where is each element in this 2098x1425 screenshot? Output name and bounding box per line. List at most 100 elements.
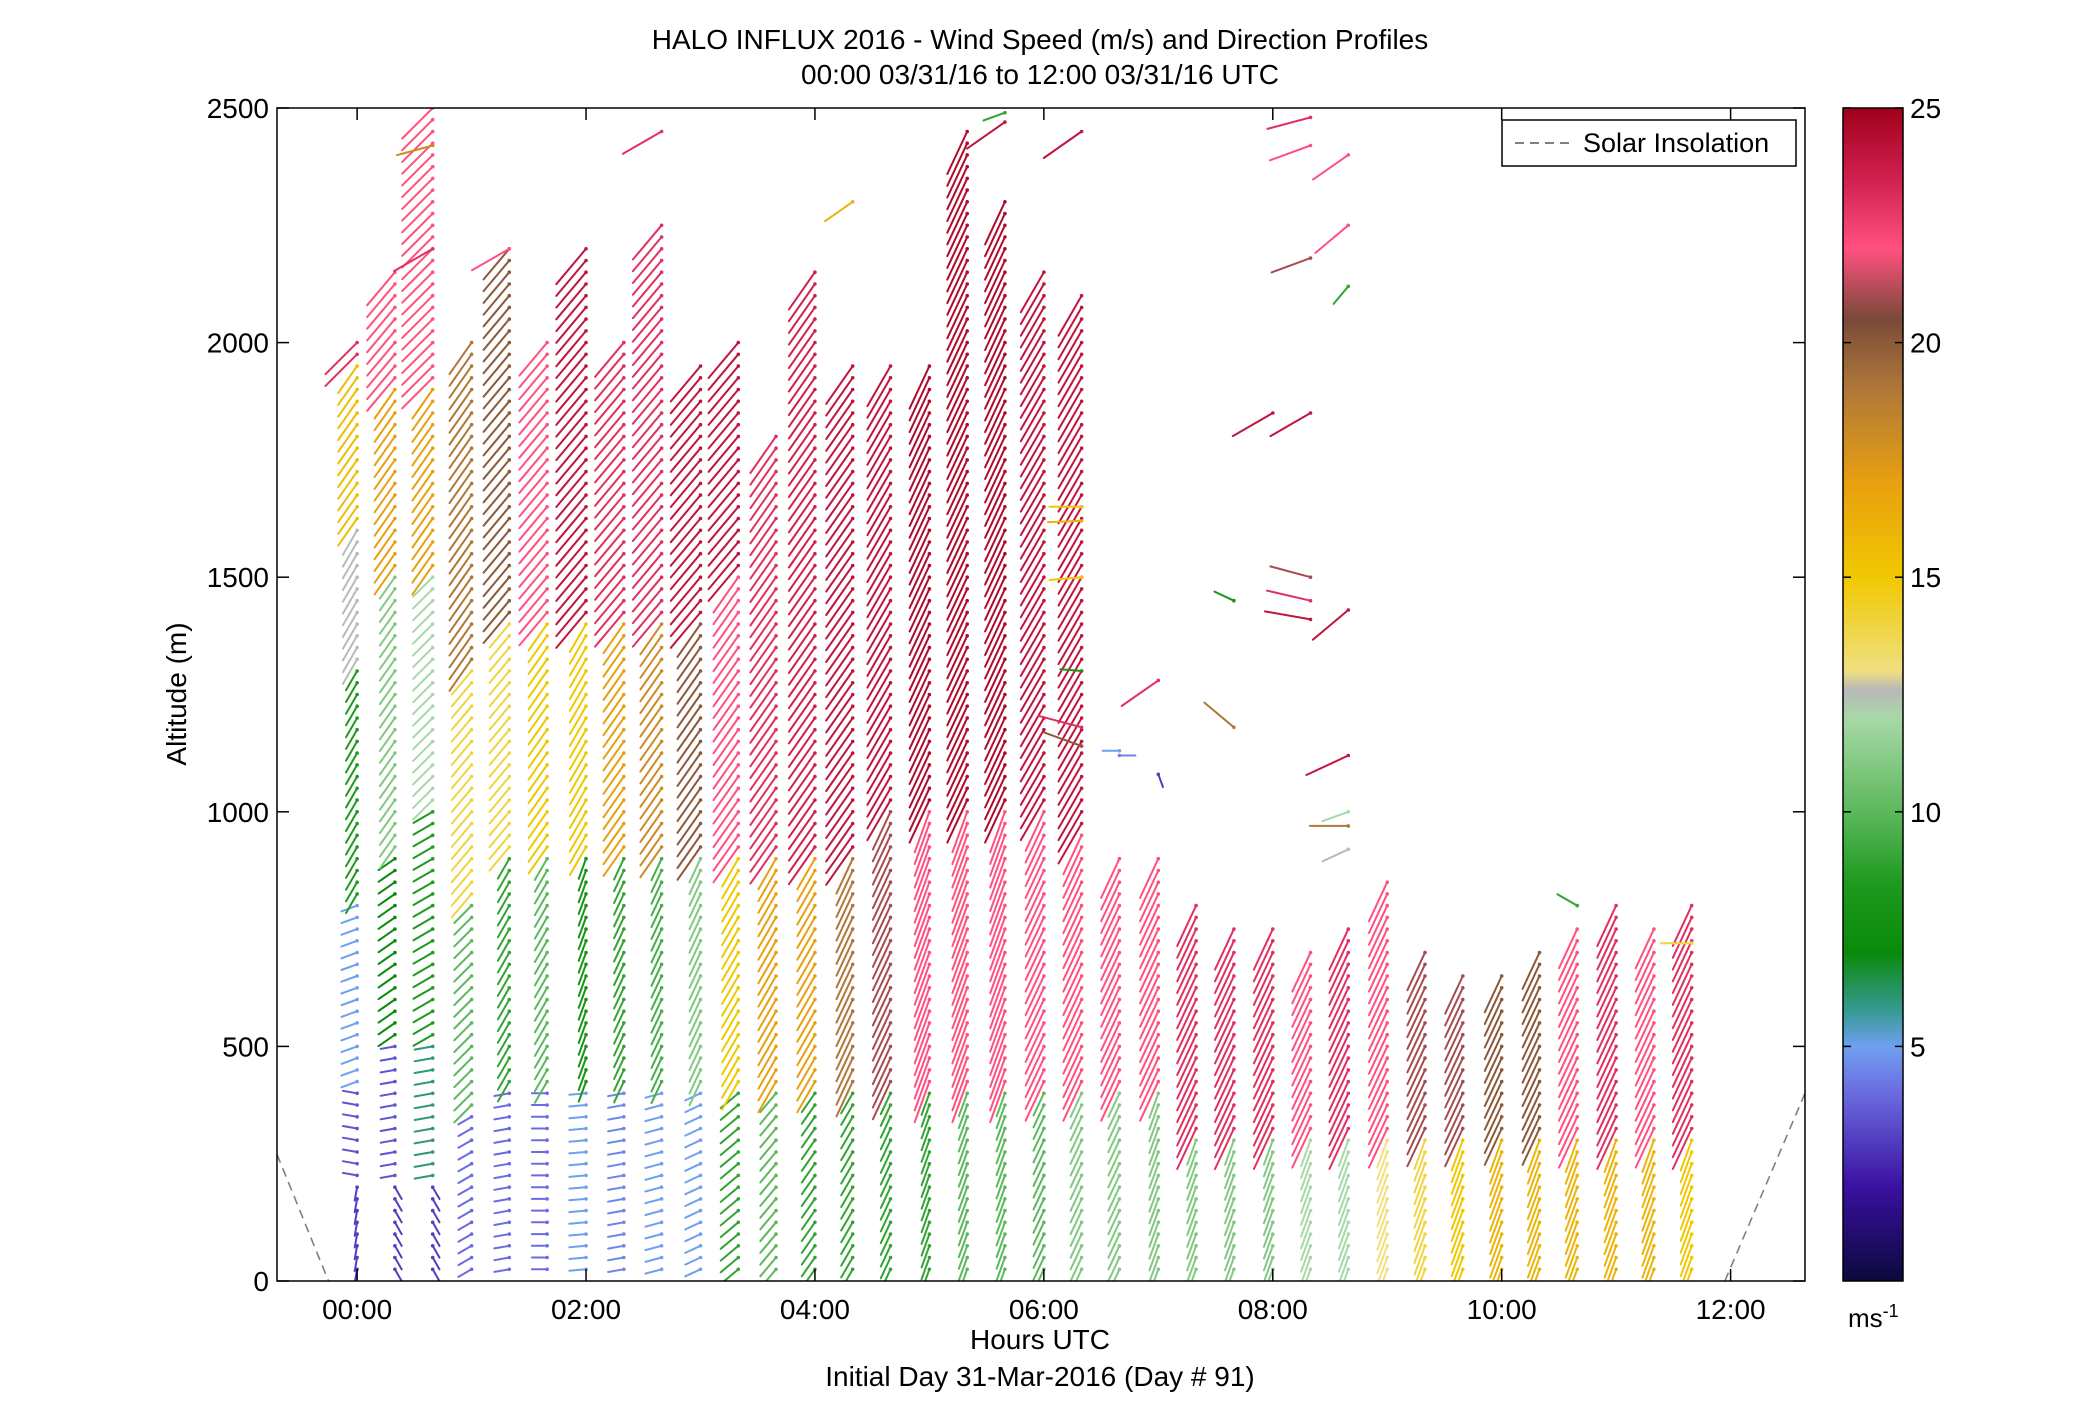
wind-barb: [639, 670, 663, 703]
wind-barb: [1224, 1174, 1235, 1201]
wind-barb: [1264, 610, 1312, 621]
wind-barb-head: [1042, 997, 1046, 1002]
wind-barb: [568, 1233, 587, 1237]
wind-barb: [757, 904, 777, 938]
wind-barb: [518, 482, 549, 518]
wind-barb: [787, 763, 816, 804]
wind-barb: [1019, 294, 1045, 337]
wind-barb-head: [1271, 1220, 1275, 1225]
wind-barb-head: [774, 950, 778, 955]
wind-barb: [749, 763, 777, 803]
wind-barb-head: [430, 774, 435, 779]
wind-barb-head: [1614, 1009, 1618, 1013]
wind-barb-head: [507, 716, 512, 720]
wind-barb-head: [1537, 1009, 1542, 1013]
wind-barb-head: [927, 763, 932, 767]
wind-barb-head: [736, 540, 741, 544]
wind-barb-head: [927, 1244, 932, 1248]
wind-barb: [448, 482, 473, 516]
wind-barb-head: [1537, 1091, 1542, 1096]
wind-barb: [1444, 986, 1464, 1027]
wind-barb: [413, 1127, 434, 1133]
wind-barb: [393, 1221, 403, 1236]
wind-barb-head: [698, 845, 703, 849]
wind-barb: [1641, 1151, 1655, 1185]
wind-barb-head: [584, 716, 588, 720]
wind-barb-head: [430, 352, 435, 357]
wind-barb-head: [1156, 903, 1161, 908]
wind-barb-head: [469, 458, 474, 462]
wind-barb-head: [622, 681, 626, 685]
wind-barb: [796, 998, 816, 1032]
wind-barb-head: [1042, 1056, 1046, 1060]
wind-barb-head: [1117, 1173, 1122, 1178]
wind-barb-head: [469, 516, 474, 521]
wind-barb: [453, 1092, 473, 1112]
wind-barb-head: [1271, 950, 1275, 955]
wind-barb-head: [355, 1208, 359, 1213]
wind-barb: [644, 1197, 663, 1205]
wind-barb: [1062, 1080, 1083, 1122]
wind-barb: [1521, 986, 1541, 1025]
wind-barb-head: [1499, 974, 1504, 978]
wind-barb: [712, 670, 740, 708]
wind-barb: [1338, 1256, 1350, 1281]
wind-barb: [946, 763, 969, 809]
wind-barb-head: [850, 598, 855, 603]
wind-barb-head: [1346, 1115, 1351, 1119]
wind-barb-head: [1652, 950, 1656, 955]
wind-barb-head: [545, 892, 549, 896]
wind-barb: [373, 400, 396, 432]
wind-barb-head: [774, 927, 778, 931]
wind-barb: [1558, 1033, 1579, 1075]
wind-barb: [378, 740, 396, 764]
wind-barb-head: [1308, 997, 1313, 1002]
wind-barb-head: [469, 575, 474, 579]
wind-barb-head: [355, 974, 359, 978]
wind-barb-head: [1194, 1161, 1198, 1166]
wind-barb: [555, 529, 587, 567]
wind-barb-head: [1308, 1185, 1313, 1189]
wind-barb: [835, 963, 854, 1001]
wind-barb-head: [584, 364, 588, 368]
wind-barb: [1328, 1080, 1350, 1124]
wind-barb-head: [507, 1103, 512, 1107]
wind-barb-head: [393, 845, 397, 849]
wind-barb-head: [659, 587, 664, 591]
wind-barb: [1558, 1021, 1579, 1063]
wind-barb: [951, 892, 969, 936]
wind-barb-head: [774, 681, 778, 685]
wind-barb-head: [622, 516, 626, 521]
wind-barb-head: [850, 422, 855, 427]
wind-barb: [1069, 1244, 1083, 1271]
wind-barb: [1100, 1045, 1121, 1087]
wind-barb: [1019, 306, 1045, 349]
wind-barb: [1450, 1197, 1464, 1231]
wind-barb: [412, 881, 434, 895]
wind-barb: [1368, 963, 1389, 1005]
wind-barb: [825, 705, 854, 746]
wind-barb-head: [850, 1244, 855, 1248]
wind-barb-head: [393, 774, 397, 779]
wind-barb: [1139, 904, 1160, 946]
wind-barb: [1024, 986, 1045, 1028]
wind-barb: [759, 1209, 777, 1231]
wind-barb-head: [469, 1079, 474, 1084]
wind-barb-head: [1537, 1079, 1542, 1084]
wind-barb: [984, 494, 1006, 539]
wind-barb: [1262, 1233, 1274, 1260]
wind-barb: [913, 939, 931, 983]
wind-barb-head: [698, 739, 703, 744]
wind-barb: [946, 306, 969, 351]
wind-barb: [800, 1209, 816, 1231]
wind-barb: [613, 1068, 625, 1092]
wind-barb-head: [545, 540, 549, 544]
wind-barb-head: [927, 528, 932, 533]
wind-barb-head: [927, 1126, 932, 1131]
wind-barb: [594, 400, 625, 437]
wind-barb-head: [1003, 1232, 1007, 1236]
wind-barb: [411, 470, 434, 502]
wind-barb-head: [584, 1009, 588, 1013]
wind-barb-head: [736, 845, 741, 849]
wind-barb-head: [1194, 1056, 1198, 1060]
